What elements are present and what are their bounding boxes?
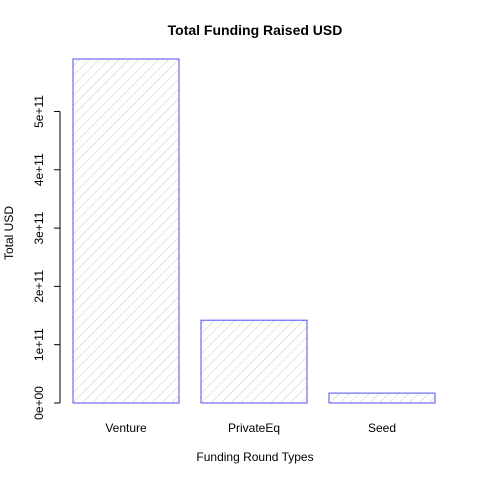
y-axis: 0e+00 1e+11 2e+11 3e+11 4e+11 5e+11	[32, 95, 61, 420]
x-tick-label-seed: Seed	[368, 421, 396, 435]
x-tick-label-privateeq: PrivateEq	[228, 421, 280, 435]
y-axis-label: Total USD	[2, 206, 16, 260]
chart-title: Total Funding Raised USD	[168, 22, 343, 38]
bar-venture	[72, 58, 180, 404]
bar-privateeq	[200, 319, 308, 404]
y-tick-label: 5e+11	[32, 95, 46, 128]
y-tick-label: 1e+11	[32, 328, 46, 361]
y-tick-label: 4e+11	[32, 153, 46, 186]
y-tick-label: 2e+11	[32, 270, 46, 303]
x-tick-labels: Venture PrivateEq Seed	[105, 421, 396, 435]
x-axis-label: Funding Round Types	[196, 450, 313, 464]
bars-group	[72, 58, 436, 404]
y-tick-label: 0e+00	[32, 386, 46, 420]
x-tick-label-venture: Venture	[105, 421, 147, 435]
bar-seed	[328, 392, 436, 404]
y-tick-label: 3e+11	[32, 211, 46, 244]
